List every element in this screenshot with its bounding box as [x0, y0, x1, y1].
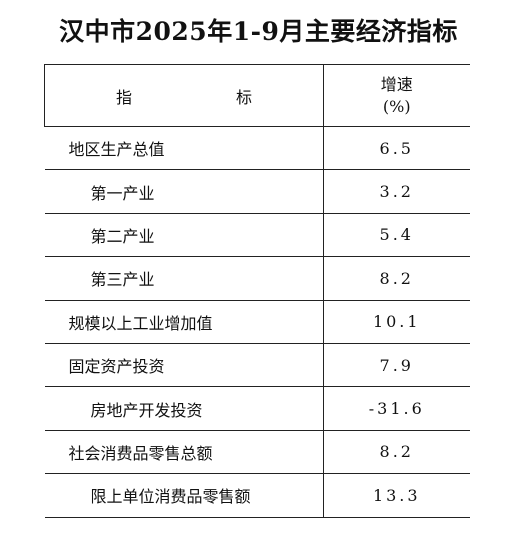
table-row: 地区生产总值 6.5 — [44, 125, 470, 171]
row-value: 7.9 — [323, 342, 470, 388]
row-value: -31.6 — [323, 386, 470, 431]
header-rate-unit: (%) — [382, 96, 411, 116]
header-rate-label: 增速 — [380, 74, 413, 94]
row-name: 第二产业 — [44, 212, 324, 258]
table-row: 房地产开发投资 -31.6 — [44, 386, 470, 431]
row-value: 10.1 — [323, 299, 470, 344]
row-name: 房地产开发投资 — [44, 386, 324, 431]
row-value: 6.5 — [323, 125, 470, 171]
row-name: 第三产业 — [44, 256, 324, 301]
row-name: 规模以上工业增加值 — [44, 299, 324, 344]
table-header-row: 指 标 增速 (%) — [44, 64, 470, 127]
table-row: 第二产业 5.4 — [44, 212, 470, 258]
header-indicator: 指 标 — [44, 64, 324, 127]
header-indicator-label: 指 标 — [115, 87, 276, 107]
table-row: 社会消费品零售总额 8.2 — [44, 429, 470, 475]
table-row: 限上单位消费品零售额 13.3 — [44, 473, 470, 518]
row-value: 8.2 — [323, 256, 470, 301]
row-value: 8.2 — [323, 429, 470, 475]
row-name: 社会消费品零售总额 — [44, 429, 324, 475]
row-name: 限上单位消费品零售额 — [44, 473, 324, 518]
row-value: 3.2 — [323, 169, 470, 214]
table-row: 第一产业 3.2 — [44, 169, 470, 214]
row-name: 第一产业 — [44, 169, 324, 214]
table-row: 固定资产投资 7.9 — [44, 342, 470, 388]
row-name: 固定资产投资 — [44, 342, 324, 388]
document-title: 汉中市2025年1-9月主要经济指标 — [59, 17, 458, 46]
header-growth-rate: 增速 (%) — [323, 64, 470, 127]
indicators-table: 指 标 增速 (%) 地区生产总值 6.5 第一产业 3.2 第二产业 5.4 … — [44, 64, 470, 518]
row-value: 13.3 — [323, 473, 470, 518]
table-row: 第三产业 8.2 — [44, 256, 470, 301]
row-value: 5.4 — [323, 212, 470, 258]
row-name: 地区生产总值 — [44, 125, 324, 171]
table-row: 规模以上工业增加值 10.1 — [44, 299, 470, 344]
